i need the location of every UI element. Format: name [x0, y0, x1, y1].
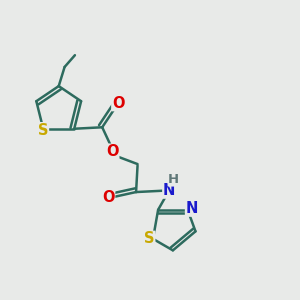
- Text: N: N: [186, 201, 198, 216]
- Text: O: O: [102, 190, 115, 205]
- Text: N: N: [163, 183, 175, 198]
- Text: O: O: [106, 144, 119, 159]
- Text: S: S: [38, 123, 49, 138]
- Text: O: O: [112, 96, 124, 111]
- Text: S: S: [144, 231, 155, 246]
- Text: H: H: [168, 173, 179, 186]
